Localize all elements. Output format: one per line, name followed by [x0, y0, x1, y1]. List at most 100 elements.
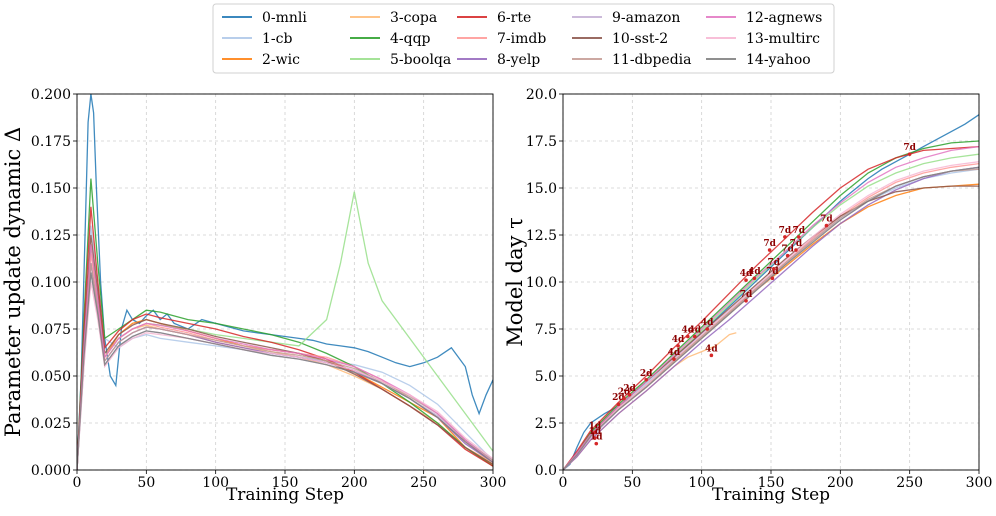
x-tick-label: 200: [341, 475, 368, 491]
y-tick-label: 0.000: [31, 463, 71, 479]
y-axis-label: Parameter update dynamic Δ: [1, 127, 25, 437]
y-tick-label: 15.0: [526, 181, 557, 197]
y-tick-label: 5.0: [535, 369, 557, 385]
left-panel-delta: 0 50 100 150 200 250 300 0.000 0.025 0.050 0.075 0.…: [1, 87, 506, 505]
annotation-marker: [672, 357, 676, 361]
annotation-label: 7d: [763, 239, 776, 249]
x-tick-label: 300: [966, 475, 993, 491]
annotation-marker: [744, 278, 748, 282]
series-line-12-agnews: [563, 145, 979, 470]
x-tick-label: 0: [73, 475, 82, 491]
annotation-marker: [770, 276, 775, 281]
series-line-11-dbpedia: [77, 263, 493, 470]
x-tick-label: 150: [272, 475, 299, 491]
annotation-label: 2d: [618, 388, 631, 398]
y-tick-label: 0.025: [31, 416, 71, 432]
annotation-marker: [692, 334, 697, 339]
x-tick-label: 300: [480, 475, 507, 491]
legend-label: 12-agnews: [746, 10, 822, 26]
legend-label: 5-boolqa: [390, 52, 451, 68]
y-tick-label: 0.150: [31, 181, 71, 197]
annotation-marker: [785, 253, 790, 258]
y-tick-label: 0.125: [31, 228, 71, 244]
annotation-marker: [676, 344, 680, 348]
annotation-marker: [594, 441, 599, 446]
legend-label: 11-dbpedia: [612, 52, 692, 68]
y-tick-label: 0.175: [31, 134, 71, 150]
x-tick-label: 0: [559, 475, 568, 491]
annotation-marker: [794, 248, 798, 252]
legend-label: 7-imdb: [497, 31, 546, 47]
series-group: [563, 114, 979, 470]
x-axis-label: Training Step: [712, 485, 830, 505]
annotation-marker: [752, 276, 757, 281]
y-tick-label: 0.050: [31, 369, 71, 385]
annotation-label: 4d: [688, 326, 701, 336]
legend: 0-mnli 1-cb 2-wic 3-copa 4-qqp 5-boolqa 6-rte 7…: [212, 3, 835, 74]
annotation-label: 7d: [790, 239, 803, 249]
annotation-label: 7d: [820, 215, 833, 225]
series-line-10-sst-2: [77, 234, 493, 470]
legend-label: 14-yahoo: [746, 52, 811, 68]
right-panel-model-day: 1d1d1d2d2d2d2d4d4d4d4d4d4d4d4d7d7d7d7d7d…: [503, 87, 992, 505]
annotation-label: 7d: [767, 258, 780, 268]
annotation-label: 2d: [623, 384, 636, 394]
legend-label: 13-multirc: [746, 31, 820, 47]
legend-label: 1-cb: [262, 31, 292, 47]
legend-frame: [212, 3, 835, 74]
legend-label: 6-rte: [497, 10, 531, 26]
y-tick-label: 2.5: [535, 416, 557, 432]
series-line-14-yahoo: [77, 272, 493, 470]
annotation-marker: [686, 334, 690, 339]
x-tick-label: 100: [688, 475, 715, 491]
y-tick-label: 0.100: [31, 275, 71, 291]
y-axis-label: Model day τ: [503, 217, 527, 347]
y-tick-label: 17.5: [526, 134, 557, 150]
annotation-marker: [907, 152, 912, 156]
x-axis-label: Training Step: [226, 485, 344, 505]
y-tick-label: 7.5: [535, 322, 557, 338]
annotation-marker: [796, 235, 801, 239]
annotation-label: 7d: [766, 267, 779, 277]
series-line-4-qqp: [77, 178, 493, 470]
annotation-marker: [767, 248, 772, 252]
y-tick-label: 0.200: [31, 87, 71, 103]
legend-label: 4-qqp: [390, 31, 431, 47]
x-tick-label: 100: [202, 475, 229, 491]
y-tick-label: 20.0: [526, 87, 557, 103]
annotation-marker: [644, 377, 648, 382]
annotation-label: 1d: [589, 421, 602, 431]
annotation-marker: [705, 327, 710, 331]
annotation-label: 4d: [701, 318, 714, 328]
annotation-label: 7d: [903, 143, 916, 153]
series-line-13-multirc: [563, 161, 979, 470]
series-line-8-yelp: [563, 166, 979, 470]
annotation-label: 7d: [779, 226, 792, 236]
x-tick-label: 50: [623, 475, 641, 491]
annotation-label: 2d: [612, 393, 625, 403]
annotation-label: 7d: [740, 290, 753, 300]
annotation-label: 4d: [682, 326, 695, 336]
annotation-marker: [627, 393, 632, 397]
x-tick-label: 50: [137, 475, 155, 491]
annotation-marker: [616, 402, 621, 407]
legend-label: 10-sst-2: [612, 31, 668, 47]
annotation-label: 4d: [740, 269, 753, 279]
annotation-marker: [622, 396, 626, 401]
annotation-label: 1d: [589, 427, 602, 437]
annotation-marker: [709, 353, 714, 358]
y-tick-label: 12.5: [526, 228, 557, 244]
x-tick-label: 250: [896, 475, 923, 491]
annotation-label: 4d: [672, 335, 685, 345]
annotation-label: 4d: [748, 267, 761, 277]
series-group: [77, 94, 493, 470]
annotation-marker: [771, 267, 776, 271]
annotation-marker: [593, 436, 597, 440]
legend-label: 8-yelp: [497, 52, 540, 68]
annotation-label: 4d: [705, 344, 718, 354]
series-line-14-yahoo: [563, 166, 979, 470]
y-tick-label: 0.0: [535, 463, 557, 479]
legend-label: 9-amazon: [612, 10, 680, 26]
annotation-label: 4d: [668, 348, 681, 358]
